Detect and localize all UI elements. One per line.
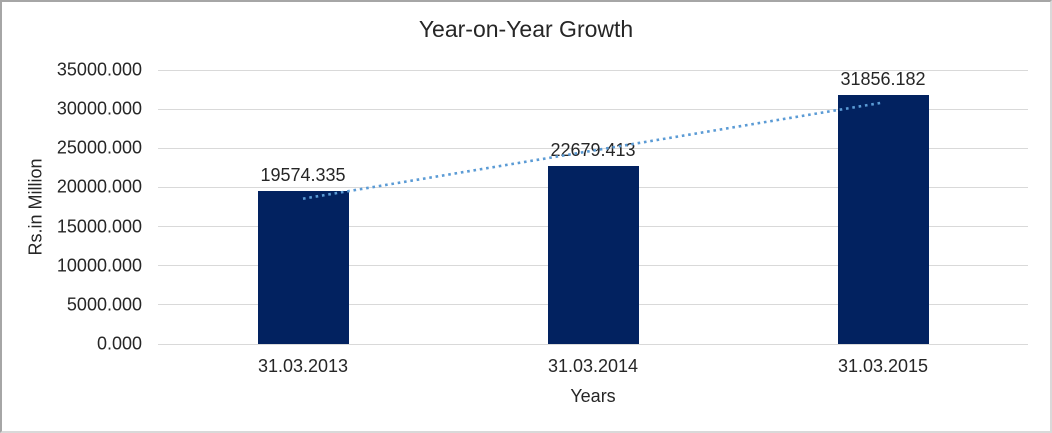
bar: [547, 166, 639, 344]
bar: [837, 94, 929, 344]
bar-value-label: 31856.182: [840, 68, 926, 89]
y-tick-label: 20000.000: [56, 176, 142, 197]
gridline: [158, 69, 1028, 71]
y-tick-label: 0.000: [96, 333, 142, 354]
x-tick-label: 31.03.2014: [547, 356, 639, 376]
y-tick-label: 35000.000: [56, 59, 142, 80]
y-tick-label: 10000.000: [56, 255, 142, 276]
bar-value-label: 22679.413: [550, 140, 636, 161]
x-axis-title: Years: [570, 386, 616, 406]
y-axis-title: Rs.in Million: [25, 158, 46, 256]
y-tick-label: 15000.000: [56, 216, 142, 237]
gridline: [158, 343, 1028, 345]
bar: [257, 190, 349, 344]
y-tick-label: 30000.000: [56, 98, 142, 119]
x-tick-label: 31.03.2015: [837, 356, 929, 376]
x-tick-label: 31.03.2013: [257, 356, 349, 376]
y-tick-label: 5000.000: [66, 294, 142, 315]
bar-value-label: 19574.335: [260, 164, 346, 185]
y-tick-label: 25000.000: [56, 137, 142, 158]
chart-title: Year-on-Year Growth: [418, 16, 634, 42]
